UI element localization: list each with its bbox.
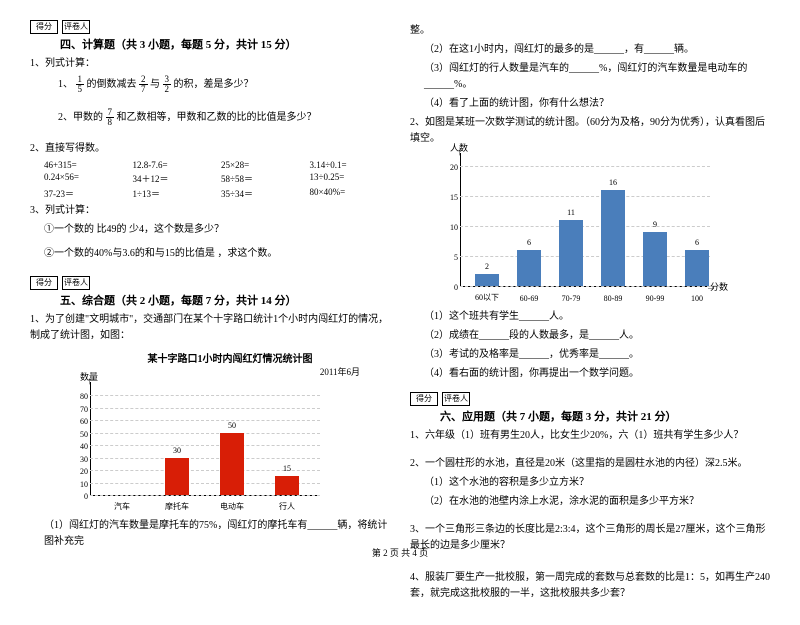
chart-1-subtitle: 2011年6月 bbox=[70, 365, 360, 378]
t: 1、 bbox=[58, 79, 73, 90]
r-sub1: （1）这个班共有学生______人。 bbox=[424, 309, 770, 325]
q4-3b: ②一个数的40%与3.6的和与15的比值是 ，求这个数。 bbox=[44, 246, 390, 262]
calc-item: 37-23＝ bbox=[44, 187, 125, 200]
q6-2: 2、一个圆柱形的水池，直径是20米（这里指的是圆柱水池的内径）深2.5米。 bbox=[410, 456, 770, 472]
q4-3a: ①一个数的 比49的 少4，这个数是多少？ bbox=[44, 222, 390, 238]
q4-2: 2、直接写得数。 bbox=[30, 141, 390, 157]
chart-1: 数量 ↑ 01020304050607080汽车摩托车30电动车50行人15 bbox=[70, 382, 330, 512]
frac: 32 bbox=[163, 75, 172, 94]
calc-item: 12.8-7.6= bbox=[133, 160, 214, 170]
calc-grid: 46+315= 12.8-7.6= 25×28= 3.14÷0.1= 0.24×… bbox=[44, 160, 390, 200]
r-l4: （4）看了上面的统计图，你有什么想法？ bbox=[424, 96, 770, 112]
q6-4: 4、服装厂要生产一批校服，第一周完成的套数与总套数的比是1：5，如再生产240套… bbox=[410, 570, 770, 602]
calc-item: 34＋12＝ bbox=[133, 172, 214, 185]
calc-item: 46+315= bbox=[44, 160, 125, 170]
calc-item: 13÷0.25= bbox=[310, 172, 391, 185]
calc-item: 3.14÷0.1= bbox=[310, 160, 391, 170]
t: 和乙数相等，甲数和乙数的比的比值是多少？ bbox=[117, 112, 317, 123]
r-sub4: （4）看右面的统计图，你再提出一个数学问题。 bbox=[424, 366, 770, 382]
t: 的倒数减去 bbox=[87, 79, 137, 90]
calc-item: 1÷13＝ bbox=[133, 187, 214, 200]
r-l3: （3）闯红灯的行人数量是汽车的______%，闯红灯的汽车数量是电动车的____… bbox=[424, 61, 770, 93]
q6-2a: （1）这个水池的容积是多少立方米？ bbox=[424, 475, 770, 491]
frac: 15 bbox=[76, 75, 85, 94]
den: 7 bbox=[139, 85, 148, 94]
t: 2、甲数的 bbox=[58, 112, 103, 123]
yaxis bbox=[90, 382, 91, 496]
score-box-4: 得分 评卷人 bbox=[30, 20, 390, 34]
score-box-5: 得分 评卷人 bbox=[30, 276, 390, 290]
q4-3: 3、列式计算： bbox=[30, 203, 390, 219]
frac: 27 bbox=[139, 75, 148, 94]
q4-1a: 1、 15 的倒数减去 27 与 32 的积，差是多少？ bbox=[58, 75, 390, 94]
q4-1: 1、列式计算： bbox=[30, 56, 390, 72]
score-box-6: 得分 评卷人 bbox=[410, 392, 770, 406]
den: 8 bbox=[106, 118, 115, 127]
r-l1: 整。 bbox=[410, 23, 770, 39]
grader-cell: 评卷人 bbox=[62, 20, 90, 34]
den: 5 bbox=[76, 85, 85, 94]
r-l2: （2）在这1小时内，闯红灯的最多的是______，有______辆。 bbox=[424, 42, 770, 58]
page-footer: 第 2 页 共 4 页 bbox=[0, 546, 800, 559]
section-4-title: 四、计算题（共 3 小题，每题 5 分，共计 15 分） bbox=[60, 36, 390, 52]
den: 2 bbox=[163, 85, 172, 94]
q6-1: 1、六年级（1）班有男生20人，比女生少20%，六（1）班共有学生多少人？ bbox=[410, 428, 770, 444]
calc-item: 0.24×56= bbox=[44, 172, 125, 185]
r-sub3: （3）考试的及格率是______，优秀率是______。 bbox=[424, 347, 770, 363]
calc-item: 25×28= bbox=[221, 160, 302, 170]
frac: 78 bbox=[106, 108, 115, 127]
grader-cell: 评卷人 bbox=[62, 276, 90, 290]
score-cell: 得分 bbox=[30, 20, 58, 34]
section-5-title: 五、综合题（共 2 小题，每题 7 分，共计 14 分） bbox=[60, 292, 390, 308]
chart-1-wrap: 某十字路口1小时内闯红灯情况统计图 2011年6月 数量 ↑ 010203040… bbox=[70, 350, 390, 512]
calc-item: 35÷34＝ bbox=[221, 187, 302, 200]
q5-1: 1、为了创建"文明城市"，交通部门在某个十字路口统计1个小时内闯红灯的情况，制成… bbox=[30, 312, 390, 344]
t: 的积，差是多少？ bbox=[174, 79, 254, 90]
calc-item: 80×40%= bbox=[310, 187, 391, 200]
t: 与 bbox=[150, 79, 160, 90]
calc-item: 58÷58＝ bbox=[221, 172, 302, 185]
q4-1b: 2、甲数的 78 和乙数相等，甲数和乙数的比的比值是多少？ bbox=[58, 108, 390, 127]
score-cell: 得分 bbox=[30, 276, 58, 290]
section-6-title: 六、应用题（共 7 小题，每题 3 分，共计 21 分） bbox=[440, 408, 770, 424]
grader-cell: 评卷人 bbox=[442, 392, 470, 406]
r-sub2: （2）成绩在______段的人数最多，是______人。 bbox=[424, 328, 770, 344]
q6-2b: （2）在水池的池壁内涂上水泥，涂水泥的面积是多少平方米？ bbox=[424, 494, 770, 510]
chart-2: 人数 分数 ↑ → 0510152060以下260-69670-791180-8… bbox=[440, 153, 720, 303]
chart-1-title: 某十字路口1小时内闯红灯情况统计图 bbox=[70, 350, 390, 365]
yaxis bbox=[460, 153, 461, 287]
chart-2-wrap: 人数 分数 ↑ → 0510152060以下260-69670-791180-8… bbox=[440, 153, 770, 303]
score-cell: 得分 bbox=[410, 392, 438, 406]
